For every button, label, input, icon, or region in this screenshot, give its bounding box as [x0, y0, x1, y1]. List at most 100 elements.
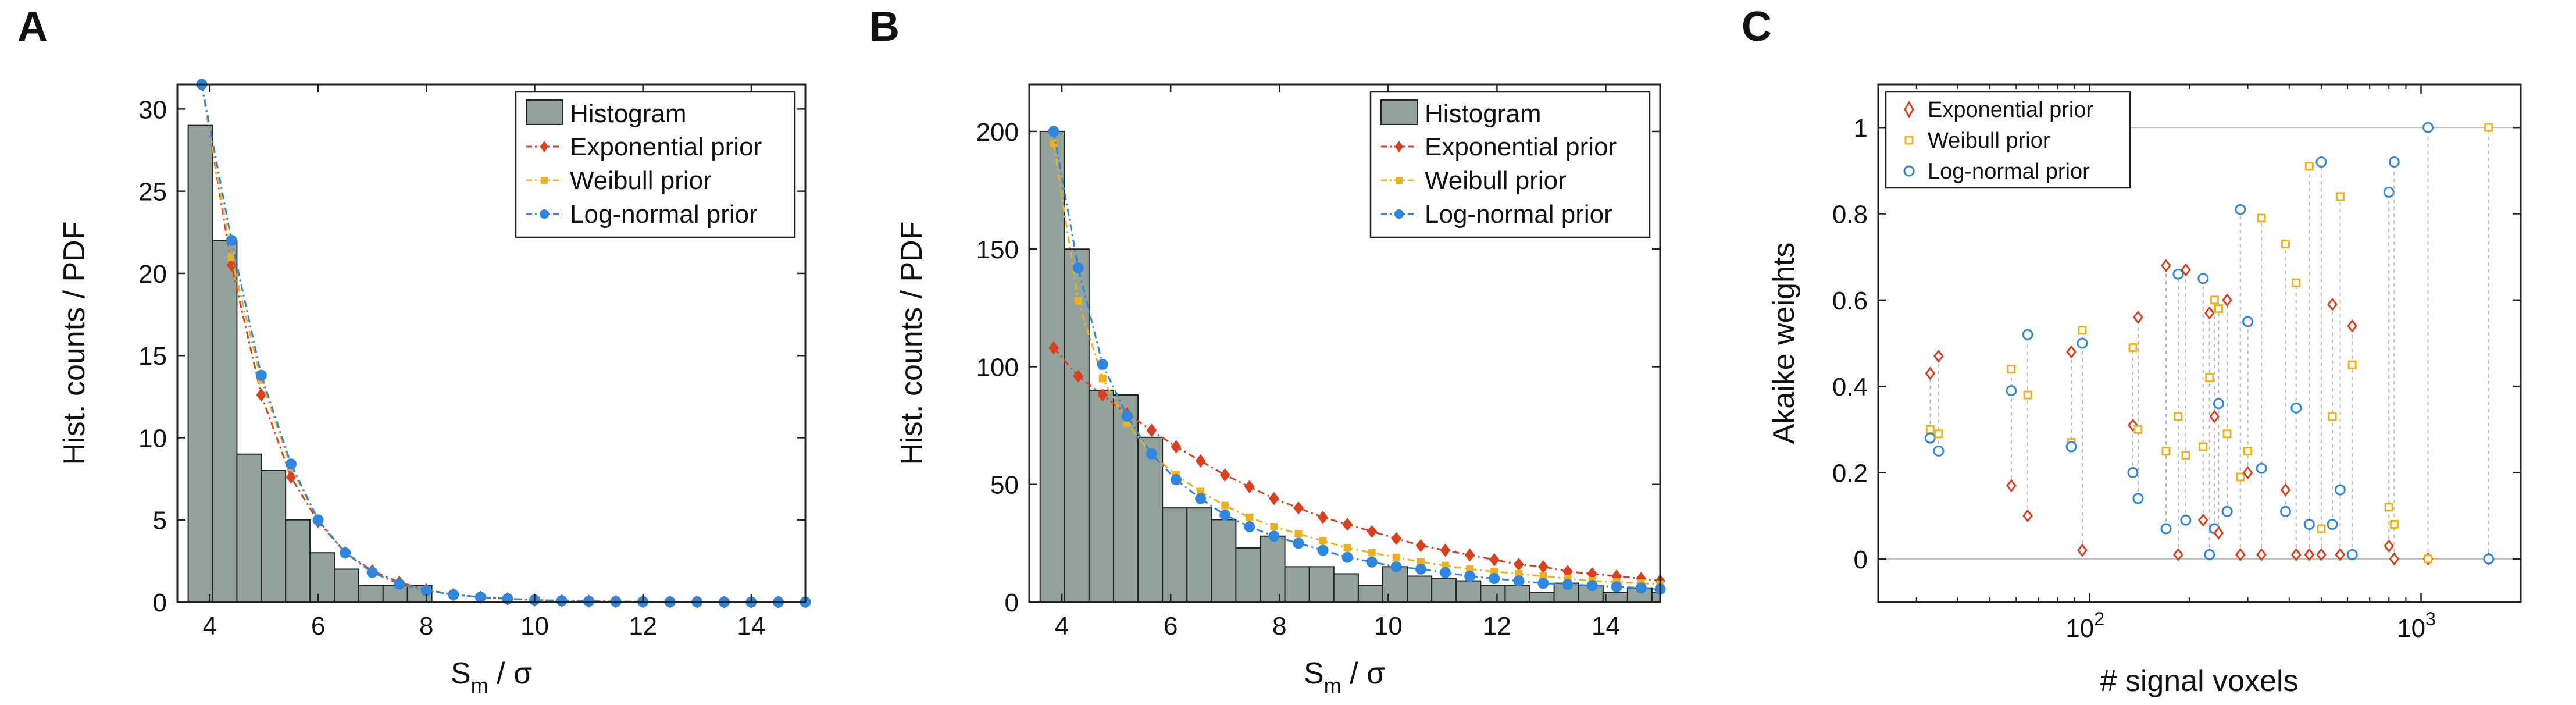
exponential-point: [2316, 547, 2327, 561]
exponential-point: [2389, 552, 2400, 566]
histogram-bar: [358, 585, 384, 603]
lognormal-point: [2256, 462, 2267, 474]
x-tick-label: 8: [419, 612, 433, 640]
exponential-point: [2384, 539, 2395, 553]
panel-a-xlabel-main: S: [451, 657, 471, 690]
panel-a-xlabel-sub: m: [471, 674, 488, 697]
exponential-point: [2222, 293, 2233, 307]
weibull-point: [1368, 549, 1376, 557]
histogram-bar: [1308, 566, 1335, 603]
histogram-bar: [236, 453, 262, 603]
lognormal-point: [2346, 549, 2358, 560]
x-tick-exponent: 2: [2094, 608, 2104, 629]
weibull-point: [2347, 360, 2357, 369]
lognormal-point: [1244, 521, 1255, 533]
exponential-point: [2327, 297, 2338, 311]
lognormal-point: [2077, 337, 2088, 349]
lognormal-point: [2315, 156, 2327, 168]
y-tick-label: 20: [138, 260, 167, 289]
lognormal-point: [1317, 544, 1329, 556]
weibull-point: [2384, 503, 2393, 512]
lognormal-point: [1611, 581, 1622, 593]
histogram-bar: [1382, 566, 1408, 603]
panel-a-xlabel: Sm / σ: [451, 657, 532, 697]
lognormal-point: [2279, 505, 2291, 517]
lognormal-point: [2383, 186, 2395, 198]
exponential-point: [1464, 548, 1475, 562]
exponential-point: [1219, 468, 1230, 482]
lognormal-point: [1562, 579, 1574, 590]
lognormal-point: [1513, 575, 1525, 587]
legend-exponential-label: Exponential prior: [1928, 98, 2094, 122]
histogram-bar: [1284, 566, 1310, 603]
histogram-bar: [1088, 389, 1114, 603]
exponential-point: [1415, 539, 1426, 553]
weibull-point: [1221, 501, 1229, 510]
x-tick-label: 4: [1055, 612, 1069, 640]
panel-b-legend: Histogram Exponential prior Weibull prio…: [1369, 91, 1651, 238]
legend-lognormal-marker: [540, 209, 549, 219]
exponential-point: [2280, 483, 2291, 497]
x-tick-label: 10: [520, 612, 549, 640]
y-tick-label: 0: [153, 589, 167, 617]
lognormal-point: [1635, 582, 1647, 594]
weibull-point: [2128, 343, 2138, 352]
legend-lognormal-marker: [1394, 209, 1404, 219]
panel-c-ylabel: Akaike weights: [1767, 243, 1801, 444]
legend-histogram-swatch: [526, 99, 563, 125]
histogram-bar: [261, 469, 287, 603]
y-tick-label: 100: [976, 353, 1019, 382]
legend-lognormal-label: Log-normal prior: [1425, 200, 1612, 229]
histogram-bar: [382, 585, 408, 603]
legend-lognormal-label: Log-normal prior: [1928, 159, 2090, 184]
y-tick-label: 5: [153, 507, 167, 535]
y-tick-label: 200: [976, 118, 1019, 147]
lognormal-point: [1171, 474, 1182, 486]
lognormal-point: [474, 592, 486, 603]
lognormal-point: [2303, 519, 2315, 530]
lognormal-point: [2388, 156, 2400, 168]
panel-b-xlabel-main: S: [1304, 657, 1324, 690]
exponential-point: [1293, 501, 1304, 515]
lognormal-point: [2172, 268, 2184, 280]
y-tick-label: 10: [138, 424, 167, 453]
legend-exponential-marker: [540, 141, 548, 152]
y-tick-label: 0.4: [1832, 373, 1868, 401]
weibull-point: [2078, 326, 2087, 335]
exponential-point: [2066, 345, 2077, 359]
panel-c-xlabel: # signal voxels: [2100, 664, 2298, 698]
panel-b: 4 6 8 10 12 14 0 50 100 150 200 Hist. counts / PDF…: [895, 83, 1666, 697]
exponential-point: [2242, 466, 2253, 479]
exponential-point: [2197, 513, 2208, 527]
legend-weibull-marker: [541, 177, 548, 184]
legend-weibull-marker: [1904, 136, 1914, 145]
exponential-point: [2173, 547, 2183, 561]
weibull-point: [2214, 304, 2223, 314]
x-tick-label: 102: [2065, 608, 2104, 643]
lognormal-point: [2065, 441, 2077, 453]
weibull-point: [2243, 446, 2253, 455]
exponential-point: [2133, 311, 2143, 324]
x-tick-label: 14: [1592, 612, 1620, 640]
lognormal-point: [1146, 448, 1157, 460]
legend-weibull-marker: [1396, 177, 1403, 184]
lognormal-point: [1048, 126, 1059, 137]
weibull-point: [2222, 429, 2232, 439]
panel-a: 4 6 8 10 12 14 0 5 10 15 20 25 30 Hist. counts / PDF…: [58, 79, 811, 697]
exponential-point: [1391, 532, 1402, 546]
legend-exponential-marker: [1904, 101, 1914, 118]
lognormal-point: [2180, 514, 2192, 526]
lognormal-point: [1195, 493, 1207, 504]
x-tick-label: 10: [1374, 612, 1403, 640]
panel-c-legend-box: [1885, 91, 2131, 189]
panel-letter-b: B: [869, 3, 900, 50]
legend-histogram-swatch: [1380, 99, 1418, 125]
exponential-point: [2256, 547, 2267, 561]
histogram-bar: [1260, 535, 1286, 603]
exponential-point: [2304, 547, 2315, 561]
exponential-point: [1171, 440, 1182, 454]
histogram-bar: [1211, 519, 1237, 603]
weibull-point: [2424, 554, 2433, 564]
